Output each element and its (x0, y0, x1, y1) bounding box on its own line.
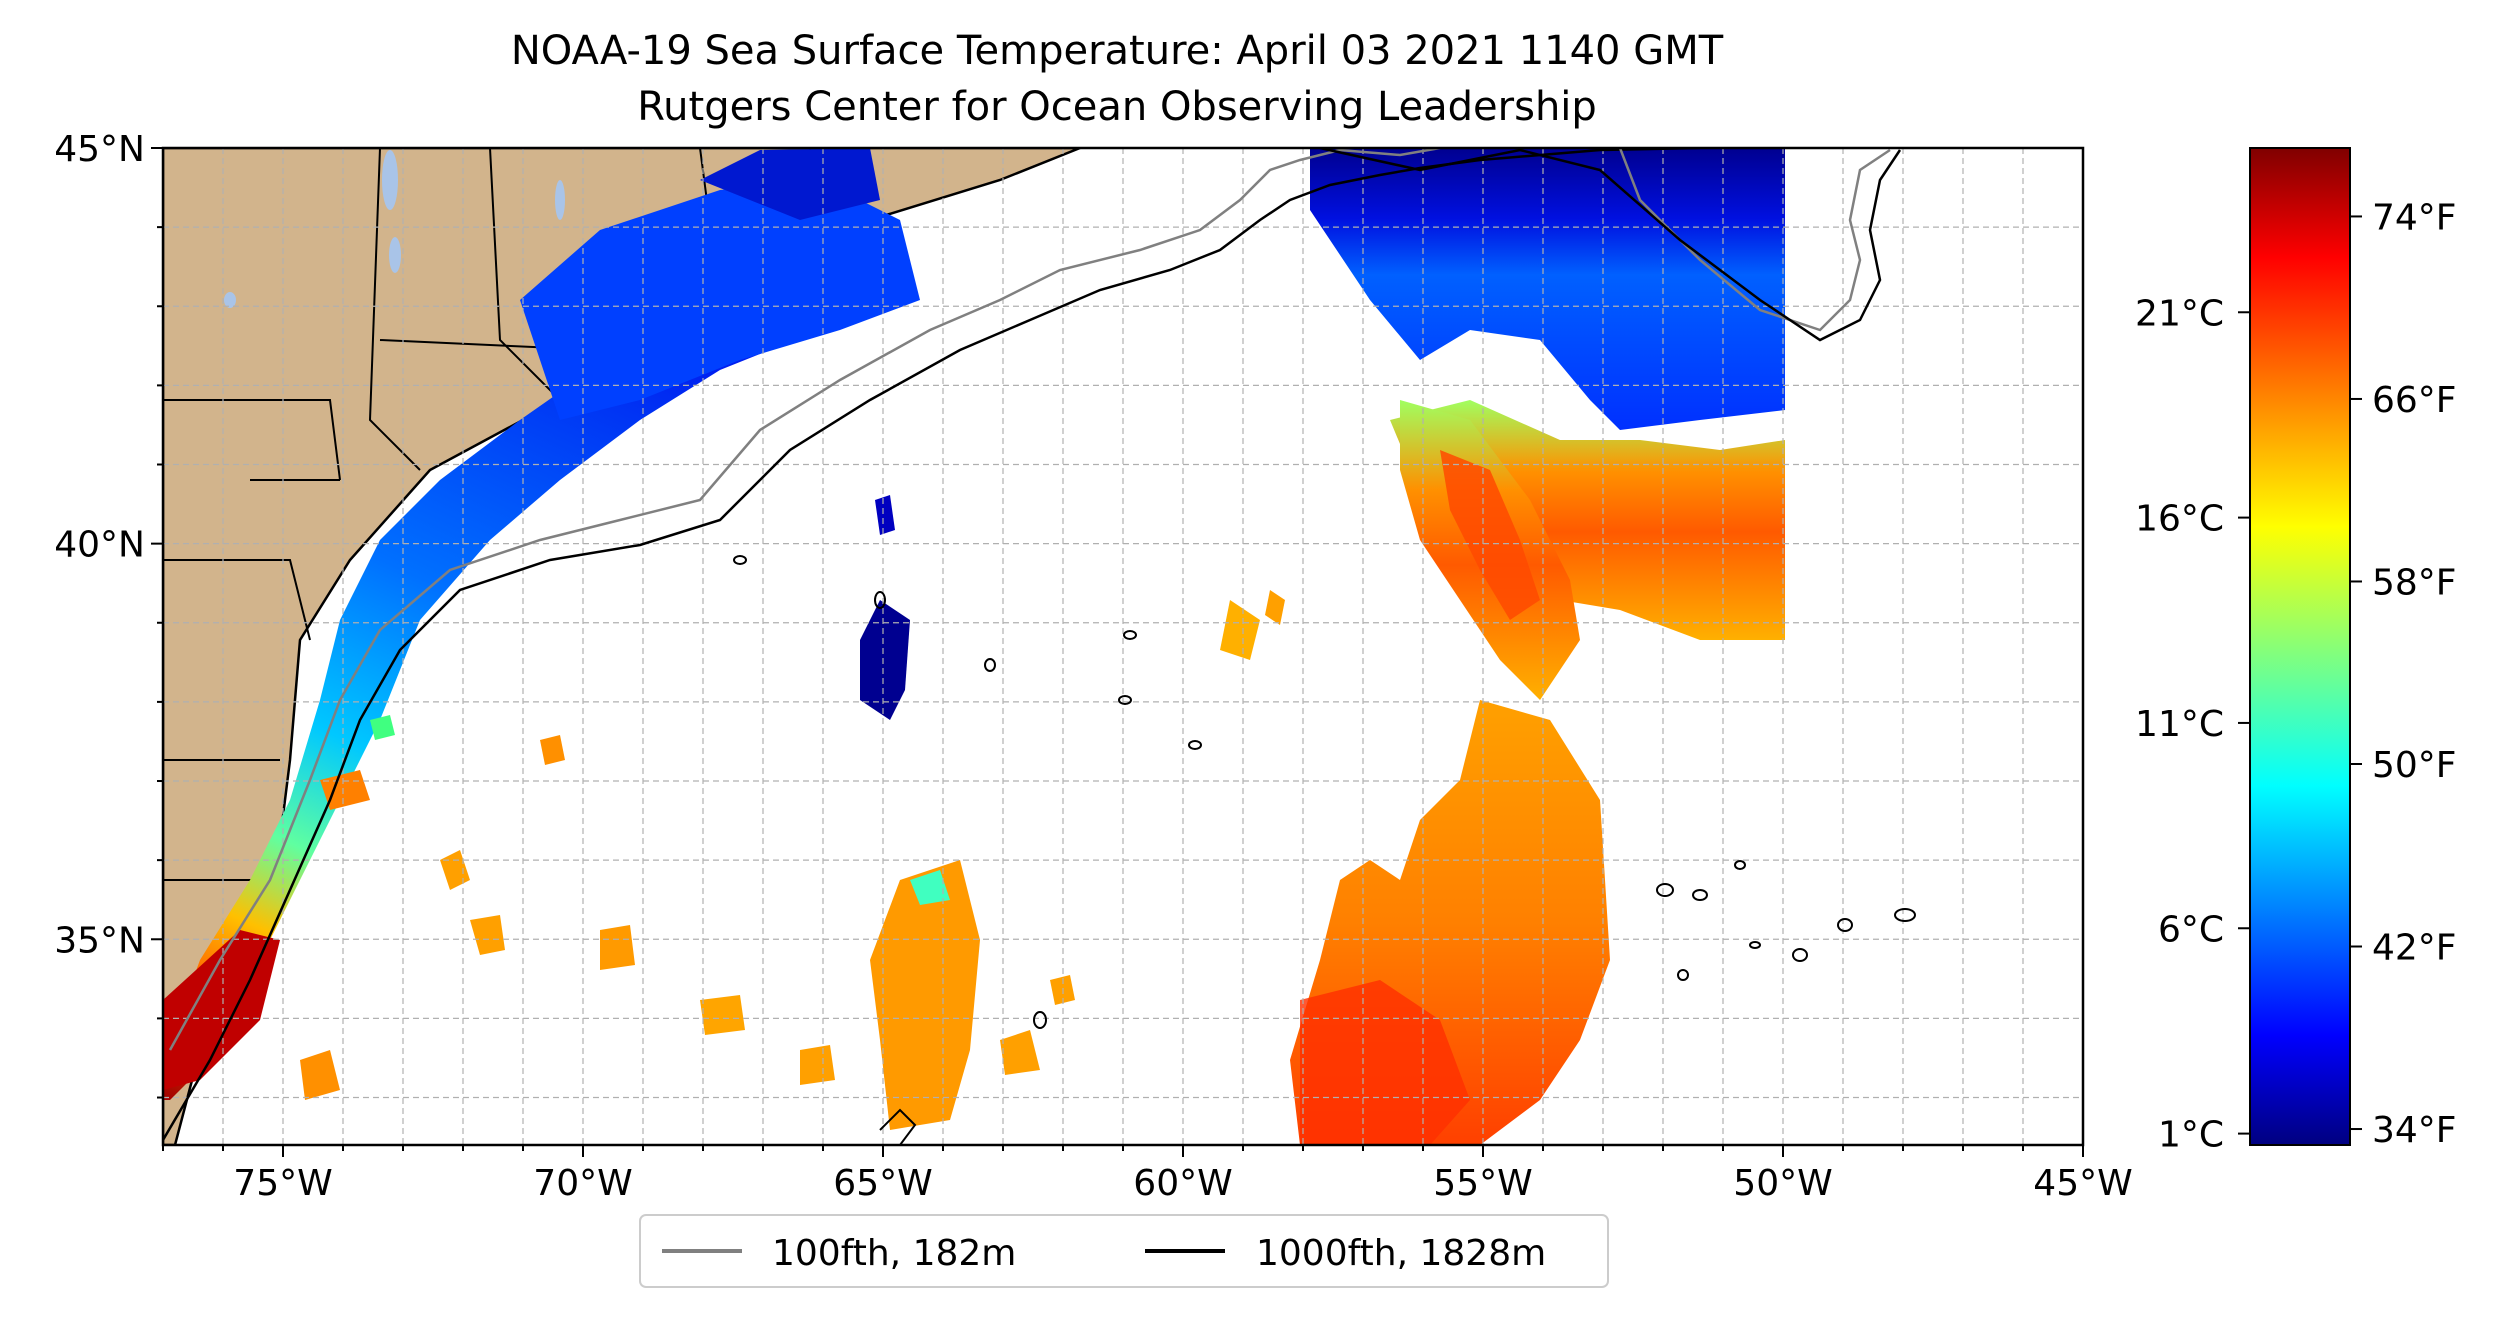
colorbar-f-label: 58°F (2372, 562, 2457, 603)
contour-100fth (168, 148, 1441, 1051)
colorbar-c-label: 6°C (2158, 909, 2224, 950)
x-axis: 75°W 70°W 65°W 60°W 55°W 50°W 45°W (162, 1145, 2133, 1204)
sst-gulf-of-maine (520, 180, 920, 420)
legend-label-100fth: 100fth, 182m (772, 1233, 1016, 1274)
y-tick-label: 35°N (54, 920, 145, 961)
colorbar-c-label: 1°C (2158, 1115, 2224, 1156)
sst-south-warm-hot (1300, 980, 1470, 1145)
sst-cold-eddy (860, 600, 910, 720)
y-tick-label: 45°N (54, 129, 145, 170)
colorbar-f-label: 66°F (2372, 380, 2457, 421)
colorbar-f-label: 50°F (2372, 745, 2457, 786)
sst-warm-south-coast (163, 930, 280, 1090)
x-tick-label: 70°W (533, 1163, 632, 1204)
legend: 100fth, 182m 1000fth, 1828m (639, 1214, 1609, 1288)
gridlines (163, 148, 2083, 1145)
contour-1000fth (163, 148, 1701, 1141)
seamount-contours (733, 555, 1916, 1145)
sst-coastal-band (163, 250, 900, 1100)
sst-cold-eddy-small (875, 495, 895, 535)
x-tick-label: 65°W (833, 1163, 932, 1204)
colorbar-gradient (2249, 147, 2351, 1146)
colorbar-f-label: 34°F (2372, 1110, 2457, 1151)
contour-1000fth-east (1319, 148, 1902, 342)
colorbar-f-label: 74°F (2372, 197, 2457, 238)
y-tick-label: 40°N (54, 525, 145, 566)
legend-label-1000fth: 1000fth, 1828m (1256, 1233, 1546, 1274)
x-tick-label: 60°W (1133, 1163, 1232, 1204)
sst-central-red (1440, 450, 1540, 620)
colorbar-fahrenheit-axis: 74°F 66°F 58°F 50°F 42°F 34°F (2350, 197, 2457, 1151)
lakes (224, 150, 565, 308)
sst-scattered-patches (300, 590, 1285, 1130)
sst-bay-of-fundy (700, 148, 880, 220)
colorbar-f-label: 42°F (2372, 928, 2457, 969)
x-tick-label: 55°W (1433, 1163, 1532, 1204)
colorbar: 74°F 66°F 58°F 50°F 42°F 34°F 21°C 16°C 11°C 6°C… (2135, 147, 2457, 1156)
title-line-2: Rutgers Center for Ocean Observing Leade… (637, 84, 1597, 130)
colorbar-c-label: 16°C (2135, 499, 2224, 540)
colorbar-c-label: 11°C (2135, 704, 2224, 745)
y-axis: 45°N 40°N 35°N (54, 129, 163, 1099)
title-line-1: NOAA-19 Sea Surface Temperature: April 0… (511, 28, 1724, 74)
legend-box (639, 1214, 1609, 1288)
sst-east-cold (1310, 148, 1785, 430)
colorbar-c-label: 21°C (2135, 293, 2224, 334)
x-tick-label: 45°W (2033, 1163, 2132, 1204)
colorbar-celsius-axis: 21°C 16°C 11°C 6°C 1°C (2135, 293, 2250, 1156)
x-tick-label: 50°W (1733, 1163, 1832, 1204)
map-panel (163, 148, 2083, 1145)
x-tick-label: 75°W (233, 1163, 332, 1204)
